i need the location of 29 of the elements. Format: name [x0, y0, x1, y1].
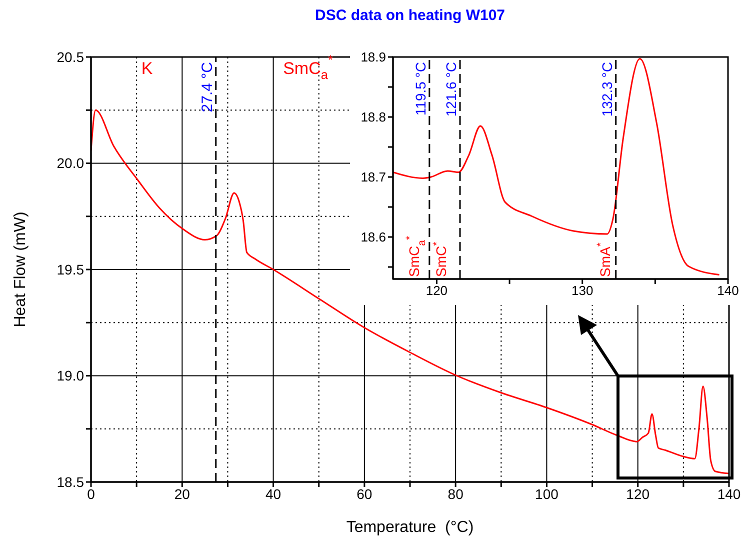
y-tick-label: 18.7 — [360, 170, 386, 185]
line-series — [393, 58, 720, 276]
chart-title: DSC data on heating W107 — [314, 7, 506, 24]
y-tick-label: 20.5 — [56, 48, 84, 65]
x-tick-label: 120 — [626, 486, 650, 502]
y-tick-label: 19.0 — [56, 368, 84, 384]
x-tick-label: 40 — [265, 486, 282, 502]
x-tick-label: 0 — [87, 486, 96, 502]
ref-line-label: 132.3 °C — [598, 62, 615, 117]
y-axis-title: Heat Flow (mW) — [12, 212, 29, 328]
x-tick-label: 130 — [571, 283, 594, 298]
x-tick-label: 80 — [448, 486, 464, 502]
x-axis-title: Temperature (°C) — [346, 519, 474, 536]
x-tick-label: 20 — [174, 486, 190, 502]
x-tick-label: 140 — [717, 283, 739, 298]
x-tick-label: 140 — [717, 486, 741, 502]
x-tick-label: 120 — [426, 283, 448, 298]
y-tick-label: 18.5 — [56, 474, 84, 490]
y-tick-label: 18.9 — [360, 50, 386, 65]
ref-line-label: 119.5 °C — [412, 62, 428, 116]
y-tick-label: 20.0 — [56, 155, 84, 172]
ref-line-label: 27.4 °C — [198, 62, 216, 112]
annotation: K — [141, 59, 154, 78]
y-tick-label: 18.8 — [360, 110, 386, 125]
x-tick-label: 100 — [535, 486, 559, 502]
y-tick-label: 18.6 — [360, 230, 386, 245]
x-tick-label: 60 — [356, 486, 372, 502]
ref-line-label: 121.6 °C — [443, 62, 459, 117]
y-tick-label: 19.5 — [56, 261, 84, 278]
